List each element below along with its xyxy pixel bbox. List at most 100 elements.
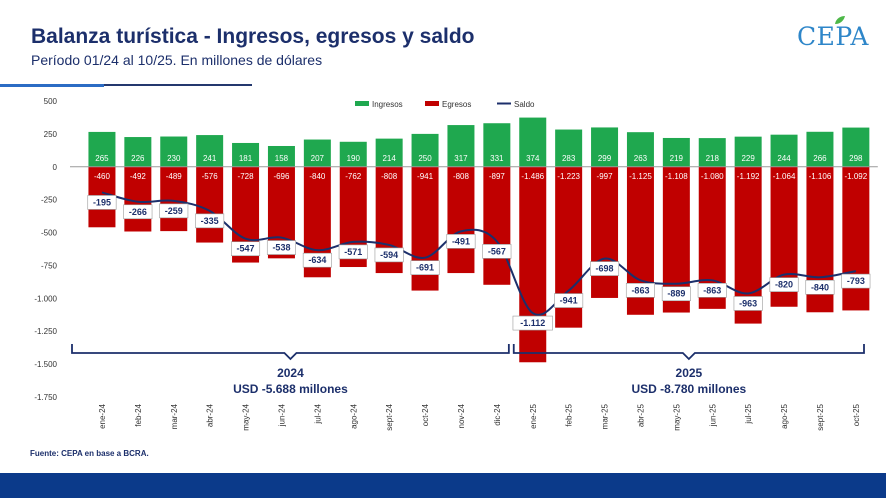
egresos-value-label: -1.125	[629, 172, 652, 181]
x-tick-label: sept-24	[385, 403, 394, 430]
bar-ingresos	[519, 117, 547, 167]
bar-ingresos	[626, 132, 654, 167]
header-rule-accent	[0, 84, 104, 87]
x-tick-label: abr-25	[636, 403, 645, 427]
saldo-label-box	[661, 286, 691, 302]
egresos-value-label: -1.080	[701, 172, 724, 181]
saldo-value-label: -335	[201, 216, 219, 226]
bar-egresos	[519, 166, 547, 363]
saldo-label-box	[590, 261, 620, 276]
bar-ingresos	[770, 134, 798, 167]
saldo-label-box	[805, 279, 835, 295]
bar-ingresos	[662, 137, 690, 167]
x-tick-label: mar-24	[170, 403, 179, 429]
ingresos-value-label: 230	[167, 154, 181, 163]
bar-ingresos	[267, 145, 295, 167]
saldo-value-label: -634	[308, 255, 326, 265]
legend-label-ingresos: Ingresos	[372, 100, 403, 109]
egresos-value-label: -489	[166, 172, 183, 181]
ingresos-value-label: 190	[347, 154, 361, 163]
bar-egresos	[483, 166, 511, 285]
egresos-value-label: -1.223	[557, 172, 580, 181]
saldo-label-box	[302, 252, 332, 268]
ingresos-value-label: 250	[418, 154, 432, 163]
x-tick-label: may-25	[672, 403, 681, 430]
saldo-value-label: -195	[93, 197, 111, 207]
saldo-label-box	[733, 296, 763, 311]
saldo-label-box	[266, 240, 296, 255]
saldo-value-label: -889	[667, 289, 685, 299]
saldo-value-label: -820	[775, 280, 793, 290]
y-tick-label: -750	[41, 261, 58, 270]
ingresos-value-label: 241	[203, 154, 217, 163]
cepa-logo: CEPA	[797, 22, 869, 51]
bar-ingresos	[160, 136, 188, 167]
saldo-value-label: -863	[703, 285, 721, 295]
saldo-label-box	[231, 241, 261, 257]
saldo-value-label: -594	[380, 250, 398, 260]
saldo-value-label: -941	[560, 296, 578, 306]
saldo-label-box	[769, 277, 799, 292]
bar-egresos	[447, 166, 475, 274]
ingresos-value-label: 207	[311, 154, 325, 163]
saldo-value-label: -259	[165, 206, 183, 216]
bar-ingresos	[196, 135, 224, 167]
saldo-label-box	[195, 213, 225, 229]
source-note: Fuente: CEPA en base a BCRA.	[30, 449, 149, 458]
saldo-value-label: -266	[129, 207, 147, 217]
saldo-line	[101, 191, 857, 316]
egresos-value-label: -576	[202, 172, 219, 181]
bar-ingresos	[842, 127, 870, 167]
x-tick-label: jul-25	[744, 403, 753, 424]
ingresos-value-label: 374	[526, 154, 540, 163]
saldo-label-box	[446, 234, 476, 249]
bar-egresos	[196, 166, 224, 243]
ingresos-value-label: 218	[706, 154, 720, 163]
x-tick-label: jun-25	[708, 403, 717, 427]
bar-ingresos	[447, 125, 475, 167]
x-tick-label: feb-25	[565, 403, 574, 426]
bar-egresos	[591, 166, 619, 298]
saldo-value-label: -691	[416, 263, 434, 273]
ingresos-value-label: 219	[670, 154, 684, 163]
year-total-2024: USD -5.688 millones	[233, 382, 348, 396]
year-bracket-2025	[512, 344, 865, 361]
egresos-value-label: -1.108	[665, 172, 688, 181]
saldo-label-box	[338, 244, 368, 260]
x-tick-label: ene-25	[529, 403, 538, 428]
bar-ingresos	[698, 138, 726, 167]
egresos-value-label: -492	[130, 172, 147, 181]
ingresos-value-label: 331	[490, 154, 504, 163]
y-tick-label: -1.250	[34, 327, 57, 336]
saldo-value-label: -491	[452, 236, 470, 246]
y-tick-label: 0	[53, 163, 58, 172]
saldo-value-label: -538	[272, 243, 290, 253]
saldo-value-label: -963	[739, 298, 757, 308]
saldo-value-label: -547	[237, 244, 255, 254]
egresos-value-label: -808	[381, 172, 398, 181]
saldo-label-box	[625, 283, 655, 298]
year-label-2024: 2024	[277, 366, 304, 380]
egresos-value-label: -1.192	[737, 172, 760, 181]
header-rule	[104, 84, 252, 86]
egresos-value-label: -460	[94, 172, 111, 181]
legend-label-egresos: Egresos	[442, 100, 471, 109]
bar-ingresos	[734, 136, 762, 167]
y-tick-label: -1.500	[34, 360, 57, 369]
x-tick-label: jun-24	[277, 403, 286, 427]
saldo-label-box	[554, 293, 584, 308]
ingresos-value-label: 283	[562, 154, 576, 163]
x-tick-label: ago-24	[349, 403, 358, 428]
bar-ingresos	[124, 137, 152, 167]
egresos-value-label: -762	[345, 172, 362, 181]
year-total-2025: USD -8.780 millones	[632, 382, 747, 396]
x-tick-label: mar-25	[601, 403, 610, 429]
saldo-value-label: -793	[847, 276, 865, 286]
x-tick-label: oct-24	[421, 403, 430, 426]
saldo-label-box	[482, 244, 512, 259]
ingresos-value-label: 298	[849, 154, 863, 163]
y-tick-label: -1.000	[34, 294, 57, 303]
x-tick-label: ago-25	[780, 403, 789, 428]
ingresos-value-label: 214	[382, 154, 396, 163]
y-tick-label: -1.750	[34, 393, 57, 402]
